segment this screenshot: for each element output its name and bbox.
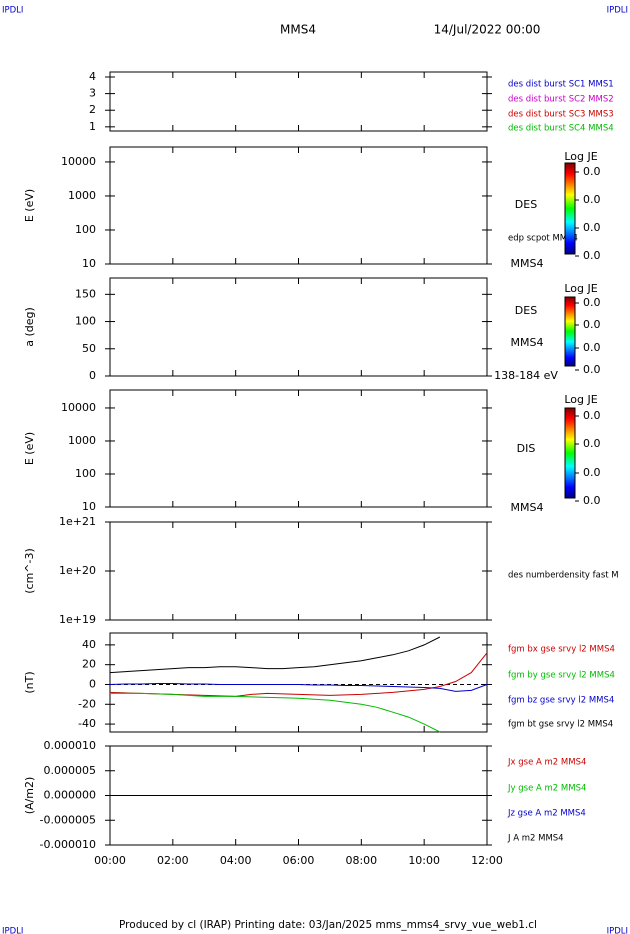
legend-entry: des numberdensity fast M xyxy=(508,571,619,581)
series-line xyxy=(110,692,441,733)
legend-entry: fgm bz gse srvy l2 MMS4 xyxy=(508,696,614,706)
y-tick-label: 10000 xyxy=(61,155,96,168)
colorbar-tick-label: 0.0 xyxy=(583,318,601,331)
legend-entry: J A m2 MMS4 xyxy=(507,834,564,844)
colorbar-tick-label: 0.0 xyxy=(583,409,601,422)
panel-frame xyxy=(109,521,488,621)
y-tick-label: 1000 xyxy=(68,434,96,447)
panel-frame xyxy=(109,146,488,265)
y-tick-label: 2 xyxy=(89,103,96,116)
series-line xyxy=(109,683,488,692)
y-axis-label: E (eV) xyxy=(23,189,36,222)
y-tick-label: 0.000005 xyxy=(44,764,97,777)
annotation: DES xyxy=(515,198,537,211)
title: MMS4 xyxy=(280,23,316,37)
legend-entry: Jz gse A m2 MMS4 xyxy=(507,809,586,819)
panel-frame xyxy=(109,71,488,132)
annotation: DES xyxy=(515,304,537,317)
y-axis-label: (A/m2) xyxy=(23,777,36,815)
y-tick-label: 0.000010 xyxy=(44,739,97,752)
panel-frame xyxy=(109,277,488,377)
y-axis-label: a (deg) xyxy=(23,307,36,347)
y-tick-label: 100 xyxy=(75,315,96,328)
colorbar-tick-label: 0.0 xyxy=(583,165,601,178)
colorbar xyxy=(564,407,576,499)
annotation: DIS xyxy=(517,442,536,455)
x-tick-label: 04:00 xyxy=(220,854,252,867)
colorbar-title: Log JE xyxy=(564,393,597,406)
y-tick-label: 0 xyxy=(89,369,96,382)
y-tick-label: 3 xyxy=(89,87,96,100)
colorbar-tick-label: 0.0 xyxy=(583,494,601,507)
y-tick-label: 10 xyxy=(82,257,96,270)
y-tick-label: 0.000000 xyxy=(44,789,97,802)
legend-entry: des dist burst SC1 MMS1 xyxy=(508,80,614,90)
colorbar-tick-label: 0.0 xyxy=(583,341,601,354)
y-tick-label: -0.000010 xyxy=(40,838,96,851)
y-tick-label: 40 xyxy=(82,638,96,651)
annotation: MMS4 xyxy=(511,336,544,349)
y-tick-label: 0 xyxy=(89,677,96,690)
legend-entry: fgm bt gse srvy l2 MMS4 xyxy=(508,720,613,730)
x-tick-label: 12:00 xyxy=(471,854,503,867)
annotation: MMS4 xyxy=(511,257,544,270)
colorbar-tick-label: 0.0 xyxy=(583,249,601,262)
y-tick-label: 1 xyxy=(89,120,96,133)
y-tick-label: 1000 xyxy=(68,189,96,202)
annotation: 138-184 eV xyxy=(494,369,558,382)
series-line xyxy=(109,652,488,697)
y-tick-label: -0.000005 xyxy=(40,813,96,826)
y-tick-label: 10000 xyxy=(61,401,96,414)
legend-entry: Jy gse A m2 MMS4 xyxy=(507,784,586,794)
date: 14/Jul/2022 00:00 xyxy=(434,23,541,37)
x-tick-label: 00:00 xyxy=(94,854,126,867)
y-axis-label: (cm^-3) xyxy=(23,548,36,594)
x-tick-label: 08:00 xyxy=(345,854,377,867)
y-tick-label: 20 xyxy=(82,658,96,671)
x-tick-label: 10:00 xyxy=(408,854,440,867)
legend-entry: fgm by gse srvy l2 MMS4 xyxy=(508,671,615,681)
legend-entry: fgm bx gse srvy l2 MMS4 xyxy=(508,645,615,655)
y-tick-label: 50 xyxy=(82,342,96,355)
legend-entry: des dist burst SC3 MMS3 xyxy=(508,110,614,120)
y-tick-label: 10 xyxy=(82,500,96,513)
colorbar-tick-label: 0.0 xyxy=(583,363,601,376)
legend-entry: edp scpot MMS4 xyxy=(508,234,578,244)
colorbar-title: Log JE xyxy=(564,282,597,295)
annotation: MMS4 xyxy=(511,501,544,514)
corner-mark: IPDLI xyxy=(2,6,23,16)
y-tick-label: -40 xyxy=(78,717,96,730)
colorbar-tick-label: 0.0 xyxy=(583,221,601,234)
legend-entry: Jx gse A m2 MMS4 xyxy=(507,758,586,768)
colorbar xyxy=(564,162,576,255)
x-tick-label: 02:00 xyxy=(157,854,189,867)
y-tick-label: 100 xyxy=(75,467,96,480)
series-line xyxy=(109,636,441,674)
y-tick-label: 4 xyxy=(89,70,96,83)
panel-frame xyxy=(109,632,488,733)
y-tick-label: 1e+21 xyxy=(59,515,96,528)
y-tick-label: -20 xyxy=(78,697,96,710)
y-axis-label: E (eV) xyxy=(23,432,36,465)
panel-frame xyxy=(109,389,488,508)
colorbar-tick-label: 0.0 xyxy=(583,296,601,309)
legend-entry: des dist burst SC4 MMS4 xyxy=(508,124,614,134)
colorbar-tick-label: 0.0 xyxy=(583,466,601,479)
colorbar xyxy=(564,296,576,367)
y-tick-label: 150 xyxy=(75,287,96,300)
y-tick-label: 100 xyxy=(75,223,96,236)
corner-mark: IPDLI xyxy=(607,6,628,16)
colorbar-tick-label: 0.0 xyxy=(583,437,601,450)
corner-mark: IPDLI xyxy=(2,927,23,934)
footer: Produced by cl (IRAP) Printing date: 03/… xyxy=(119,919,537,931)
y-tick-label: 1e+19 xyxy=(59,613,96,626)
y-axis-label: (nT) xyxy=(23,671,36,693)
y-tick-label: 1e+20 xyxy=(59,564,96,577)
colorbar-title: Log JE xyxy=(564,150,597,163)
legend-entry: des dist burst SC2 MMS2 xyxy=(508,95,614,105)
colorbar-tick-label: 0.0 xyxy=(583,193,601,206)
corner-mark: IPDLI xyxy=(607,927,628,934)
x-tick-label: 06:00 xyxy=(283,854,315,867)
